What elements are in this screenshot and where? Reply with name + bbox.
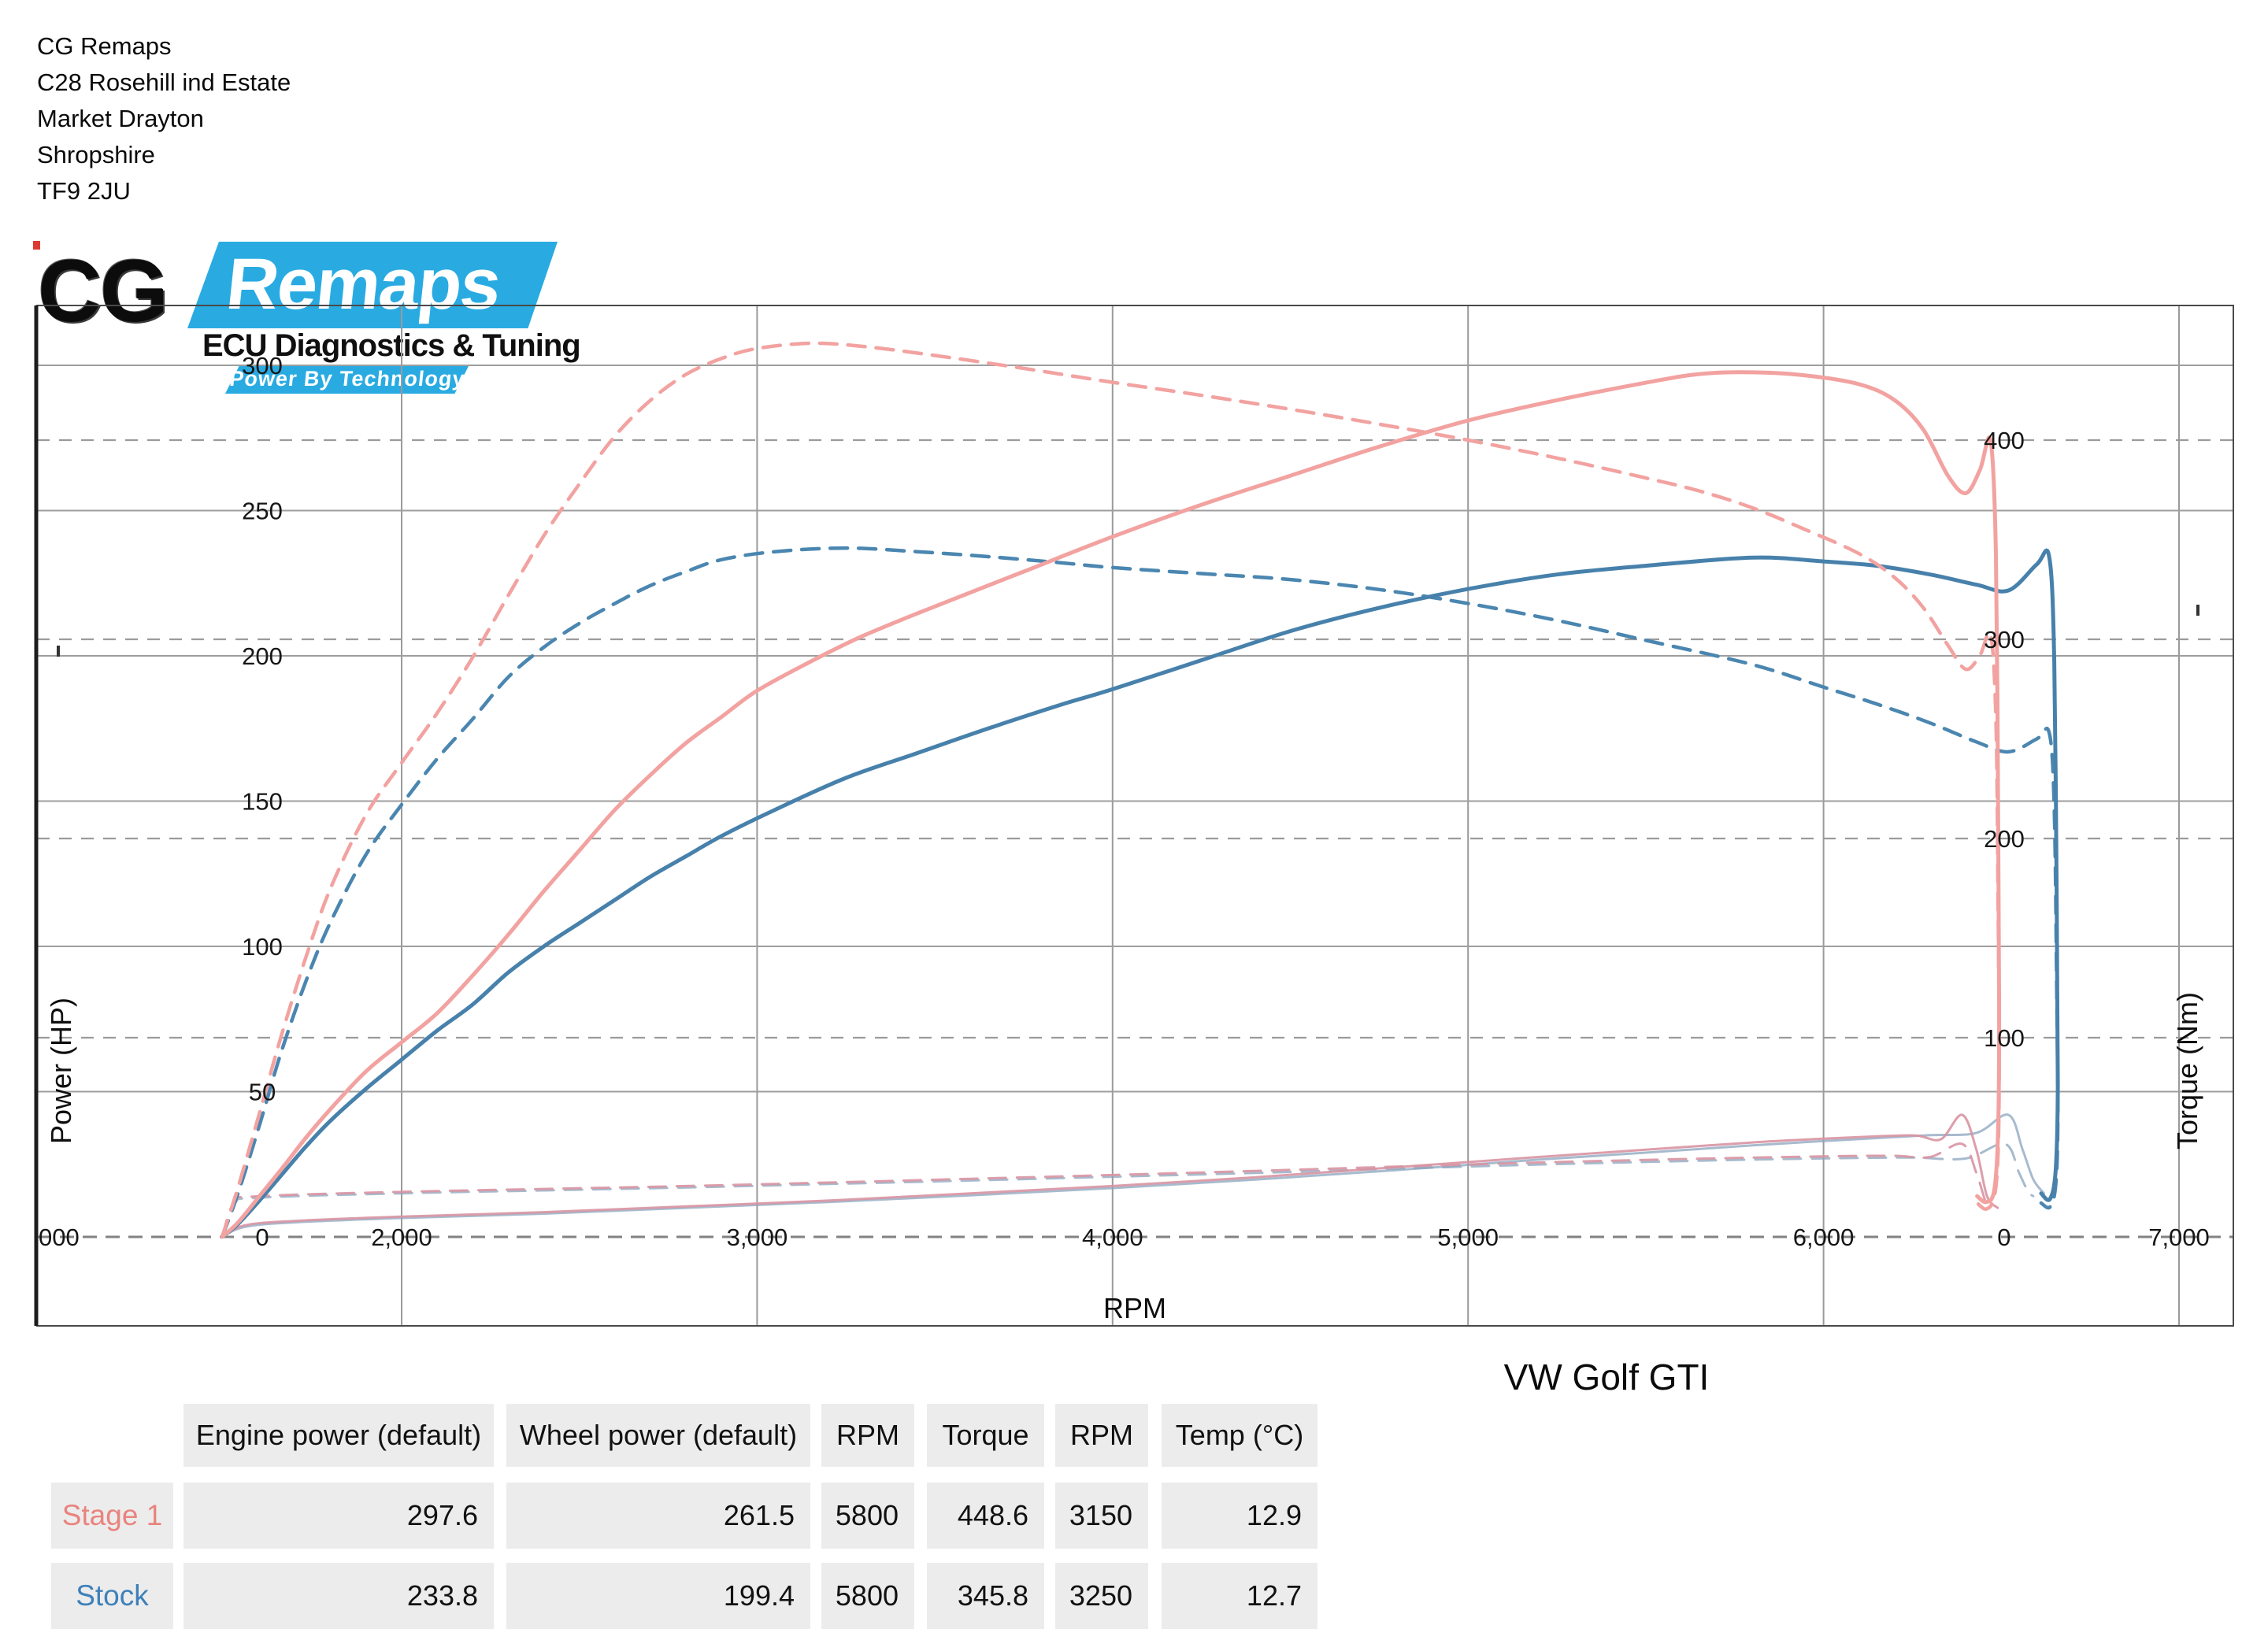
address-line: Shropshire bbox=[37, 141, 155, 168]
table-cell: 3150 bbox=[1055, 1483, 1148, 1549]
plot-border bbox=[36, 305, 2234, 1327]
table-cell: 448.6 bbox=[927, 1483, 1044, 1549]
x-tick-label: 5,000 bbox=[1437, 1224, 1499, 1251]
address-block: CG Remaps C28 Rosehill ind Estate Market D… bbox=[37, 28, 291, 209]
curve-stock-aux-solid bbox=[220, 1113, 2045, 1238]
power-tick-label: 50 bbox=[249, 1079, 276, 1106]
x-tick-label: 2,000 bbox=[371, 1224, 432, 1251]
torque-tick-label: 200 bbox=[1984, 825, 2025, 853]
torque-tick-label: 300 bbox=[1984, 626, 2025, 653]
curve-stage1-aux-dashed bbox=[220, 1142, 1992, 1238]
logo-cg-letters: CG bbox=[38, 242, 169, 340]
x-axis-title: RPM bbox=[1103, 1292, 1166, 1324]
curve-stock-hp-solid bbox=[220, 548, 2060, 1239]
curve-stage1-aux-solid bbox=[220, 1113, 1999, 1238]
curve-stock-aux-dashed bbox=[220, 1142, 2035, 1238]
table-cell: 233.8 bbox=[183, 1563, 494, 1629]
table-cell: 12.9 bbox=[1162, 1483, 1317, 1549]
table-cell: 5800 bbox=[821, 1483, 914, 1549]
x-tick-label: 000 bbox=[39, 1224, 80, 1251]
table-cell: 5800 bbox=[821, 1563, 914, 1629]
x-tick-label: 6,000 bbox=[1793, 1224, 1855, 1251]
power-tick-label: 200 bbox=[242, 642, 283, 670]
power-tick-label: 150 bbox=[242, 788, 283, 816]
x-tick-label: 0 bbox=[255, 1224, 269, 1251]
x-tick-label: 0 bbox=[1997, 1224, 2010, 1251]
torque-tick-label: 100 bbox=[1984, 1024, 2025, 1052]
red-artifact-dot bbox=[33, 241, 40, 250]
curve-stock-nm-dashed bbox=[220, 546, 2060, 1239]
table-cell: 297.6 bbox=[183, 1483, 494, 1549]
x-tick-label: 3,000 bbox=[727, 1224, 788, 1251]
address-line: Market Drayton bbox=[37, 105, 204, 132]
logo-remaps-banner: Remaps bbox=[187, 242, 558, 328]
table-header-3: RPM bbox=[821, 1404, 914, 1467]
power-tick-label: 300 bbox=[242, 352, 283, 379]
table-cell: 261.5 bbox=[506, 1483, 810, 1549]
address-line: TF9 2JU bbox=[37, 177, 131, 205]
table-row-label-stock: Stock bbox=[51, 1563, 173, 1629]
address-line: C28 Rosehill ind Estate bbox=[37, 68, 291, 96]
table-cell: 3250 bbox=[1055, 1563, 1148, 1629]
curve-stage1-nm-dashed bbox=[220, 341, 2001, 1239]
curve-stage1-hp-solid bbox=[220, 370, 2002, 1239]
table-header-1: Engine power (default) bbox=[183, 1404, 494, 1467]
left-axis-title: Power (HP) bbox=[45, 998, 77, 1144]
power-tick-label: 250 bbox=[242, 498, 283, 525]
table-header-5: RPM bbox=[1055, 1404, 1148, 1467]
table-header-4: Torque bbox=[927, 1404, 1044, 1467]
x-tick-label: 7,000 bbox=[2148, 1224, 2210, 1251]
vehicle-title: VW Golf GTI bbox=[1503, 1357, 1710, 1398]
logo-tagline-banner: Power By Technology bbox=[225, 365, 469, 394]
address-line: CG Remaps bbox=[37, 32, 172, 60]
cg-remaps-logo: CG Remaps ECU Diagnostics & Tuning Power… bbox=[35, 239, 581, 400]
table-cell: 345.8 bbox=[927, 1563, 1044, 1629]
power-tick-label: 100 bbox=[242, 933, 283, 961]
torque-tick-label: 400 bbox=[1984, 427, 2025, 454]
table-header-6: Temp (°C) bbox=[1162, 1404, 1317, 1467]
right-axis-title: Torque (Nm) bbox=[2171, 992, 2203, 1149]
table-row-label-stage1: Stage 1 bbox=[51, 1483, 173, 1549]
x-tick-label: 4,000 bbox=[1082, 1224, 1143, 1251]
table-cell: 199.4 bbox=[506, 1563, 810, 1629]
table-cell: 12.7 bbox=[1162, 1563, 1317, 1629]
table-header-2: Wheel power (default) bbox=[506, 1404, 810, 1467]
